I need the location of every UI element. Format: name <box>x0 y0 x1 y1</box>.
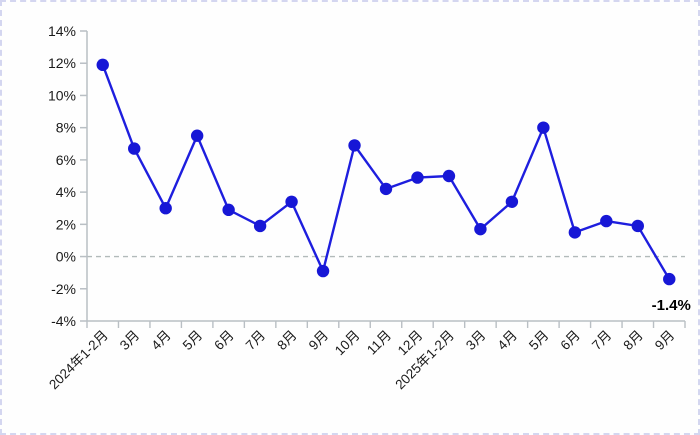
x-tick-label: 4月 <box>148 328 173 353</box>
y-tick-label: 12% <box>48 55 76 71</box>
x-tick-label: 5月 <box>526 328 551 353</box>
y-tick-label: 10% <box>48 87 76 103</box>
x-tick-label: 9月 <box>652 328 677 353</box>
data-point <box>568 226 582 239</box>
data-point <box>190 129 204 142</box>
x-tick-label: 4月 <box>495 328 520 353</box>
y-tick-label: 14% <box>48 23 76 39</box>
y-tick-label: 8% <box>56 120 76 136</box>
y-tick-label: 2% <box>56 216 76 232</box>
data-point <box>128 142 141 155</box>
data-point <box>348 139 361 152</box>
x-tick-label: 7月 <box>243 328 268 353</box>
x-tick-label: 5月 <box>180 328 205 353</box>
y-tick-label: 0% <box>56 249 76 265</box>
y-tick-label: -4% <box>51 313 76 329</box>
x-tick-label: 7月 <box>589 328 614 353</box>
data-point <box>663 272 676 286</box>
data-point <box>600 214 613 228</box>
x-tick-label: 6月 <box>211 328 236 353</box>
x-tick-label: 2024年1-2月 <box>46 328 111 393</box>
data-point <box>285 195 298 208</box>
data-point <box>474 222 487 236</box>
trend-line <box>101 63 671 281</box>
data-point <box>316 264 330 278</box>
x-tick-label: 10月 <box>332 328 363 359</box>
x-tick-label: 2025年1-2月 <box>392 328 457 393</box>
data-point <box>253 219 267 233</box>
data-point <box>537 121 550 134</box>
x-tick-label: 8月 <box>274 328 299 353</box>
data-point <box>631 219 644 233</box>
y-tick-label: 4% <box>56 184 76 200</box>
data-point <box>411 171 424 184</box>
x-tick-label: 3月 <box>463 328 488 353</box>
data-point <box>96 58 109 72</box>
data-point <box>159 202 172 215</box>
x-tick-label: 9月 <box>306 328 331 353</box>
data-point <box>442 169 456 183</box>
x-tick-label: 8月 <box>620 328 645 353</box>
data-point <box>379 182 393 196</box>
data-point <box>505 195 519 208</box>
y-tick-label: -2% <box>51 281 76 297</box>
x-tick-label: 6月 <box>557 328 582 353</box>
x-tick-label: 11月 <box>364 328 394 358</box>
last-value-label: -1.4% <box>652 297 691 314</box>
x-tick-label: 3月 <box>117 328 142 353</box>
y-tick-label: 6% <box>56 152 76 168</box>
data-point <box>222 203 235 217</box>
